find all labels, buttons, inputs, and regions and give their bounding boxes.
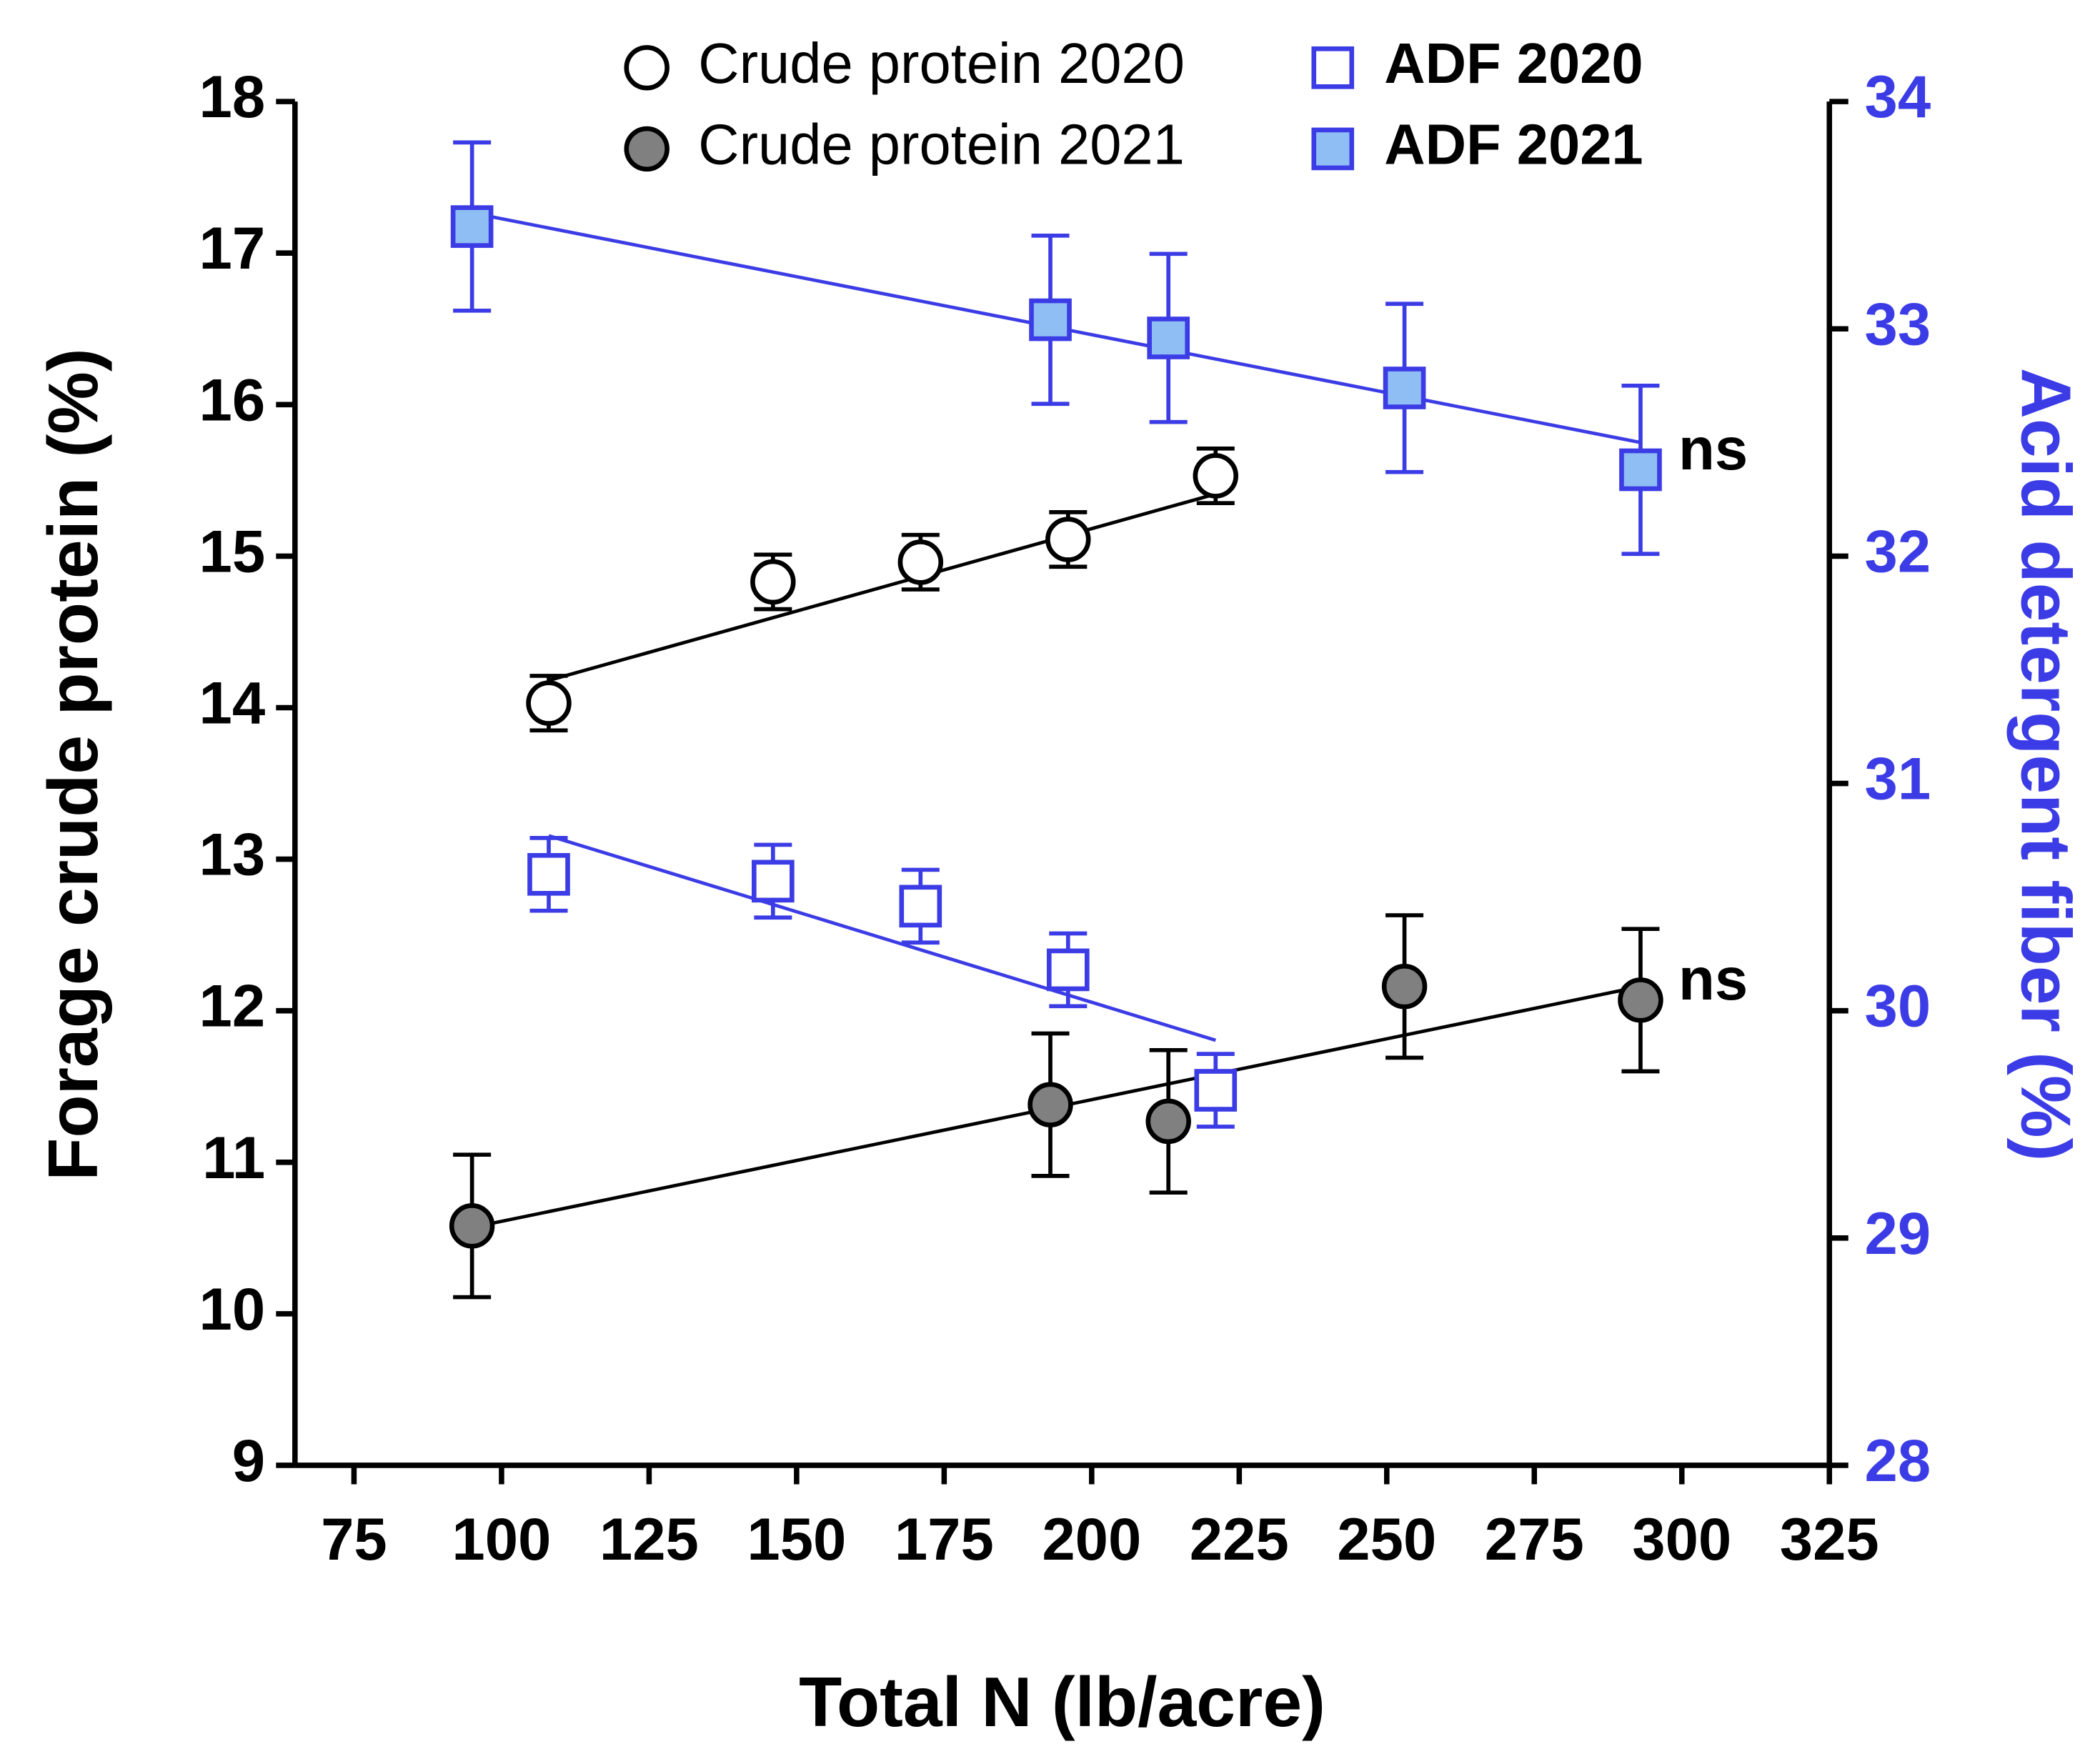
- annotation: ns: [1678, 416, 1748, 482]
- y-tick-label: 15: [199, 518, 265, 584]
- y-tick-label: 16: [199, 367, 265, 433]
- x-tick-label: 100: [452, 1506, 551, 1573]
- y2-tick-label: 30: [1864, 973, 1931, 1040]
- point: [1381, 964, 1428, 1010]
- y2-tick-label: 33: [1864, 291, 1931, 357]
- point: [450, 205, 494, 248]
- x-tick-label: 300: [1632, 1506, 1731, 1573]
- legend-label: Crude protein 2021: [698, 112, 1185, 176]
- trend-line: [548, 834, 1216, 1042]
- annotation: ns: [1678, 946, 1748, 1012]
- x-tick-label: 125: [599, 1506, 699, 1573]
- y2-tick-label: 28: [1864, 1427, 1931, 1494]
- point: [750, 559, 796, 605]
- y-tick-label: 12: [199, 973, 265, 1040]
- point: [897, 539, 944, 585]
- point: [1383, 367, 1426, 409]
- x-tick-label: 200: [1042, 1506, 1141, 1573]
- point: [527, 852, 570, 896]
- y2-tick-label: 31: [1864, 746, 1931, 812]
- y2-axis-title: Acid detergent fiber (%): [2007, 368, 2086, 1162]
- x-tick-label: 75: [321, 1506, 387, 1573]
- point: [899, 885, 942, 928]
- point: [1045, 517, 1091, 562]
- y2-tick-label: 29: [1864, 1200, 1931, 1267]
- y-tick-label: 18: [199, 64, 265, 130]
- y-tick-label: 17: [199, 215, 265, 281]
- y-tick-label: 11: [202, 1125, 265, 1191]
- point: [1046, 948, 1090, 992]
- point: [1193, 453, 1239, 499]
- point: [1147, 317, 1190, 359]
- y-tick-label: 9: [232, 1427, 265, 1494]
- legend-label: ADF 2021: [1384, 112, 1643, 176]
- x-tick-label: 275: [1485, 1506, 1584, 1573]
- x-tick-label: 175: [895, 1506, 994, 1573]
- y-tick-label: 10: [199, 1276, 265, 1342]
- legend-marker: [624, 126, 670, 172]
- point: [1145, 1098, 1191, 1145]
- point: [526, 680, 572, 726]
- legend-label: Crude protein 2020: [698, 31, 1185, 95]
- point: [1027, 1082, 1073, 1127]
- y2-tick-label: 34: [1864, 64, 1931, 130]
- point: [449, 1203, 495, 1249]
- x-tick-label: 225: [1190, 1506, 1289, 1573]
- legend-label: ADF 2020: [1384, 31, 1643, 95]
- point: [752, 859, 795, 903]
- point: [1194, 1069, 1238, 1112]
- legend-marker: [624, 45, 670, 91]
- point: [1618, 977, 1663, 1023]
- x-tick-label: 150: [747, 1506, 846, 1573]
- legend-marker: [1311, 127, 1355, 171]
- y2-tick-label: 32: [1864, 518, 1931, 584]
- point: [1029, 298, 1072, 342]
- y-tick-label: 13: [199, 822, 265, 888]
- y-axis-title: Forage crude protein (%): [34, 348, 112, 1180]
- x-tick-label: 250: [1337, 1506, 1436, 1573]
- x-axis-title: Total N (lb/acre): [799, 1663, 1325, 1741]
- trend-line: [548, 492, 1216, 682]
- point: [1619, 448, 1662, 492]
- y-tick-label: 14: [199, 670, 265, 737]
- x-tick-label: 325: [1780, 1506, 1879, 1573]
- legend-marker: [1311, 46, 1355, 89]
